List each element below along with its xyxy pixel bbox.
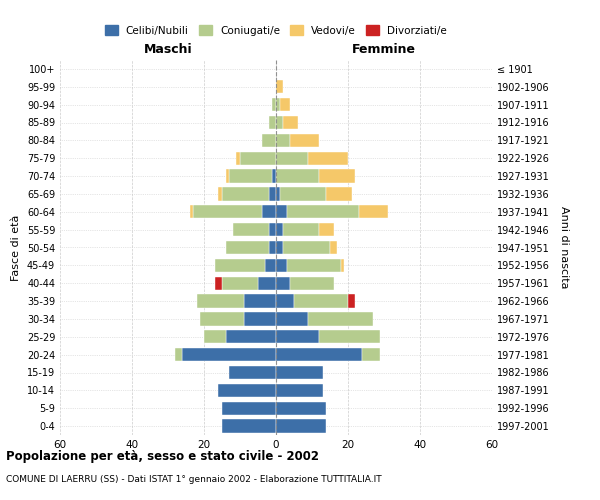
Bar (276, 80, 283, 94)
Bar (276, 98, 280, 112)
Bar (319, 330, 380, 344)
Bar (280, 187, 326, 200)
Bar (341, 258, 344, 272)
Bar (330, 241, 337, 254)
Bar (272, 170, 276, 183)
Bar (190, 205, 193, 218)
Bar (244, 312, 276, 326)
Bar (348, 294, 355, 308)
Bar (359, 205, 388, 218)
Bar (244, 294, 276, 308)
Bar (283, 241, 330, 254)
Bar (287, 205, 359, 218)
Bar (319, 170, 355, 183)
Bar (236, 152, 240, 165)
Bar (276, 241, 283, 254)
Bar (276, 205, 287, 218)
Bar (283, 116, 298, 129)
Bar (308, 312, 373, 326)
Bar (294, 294, 348, 308)
Bar (193, 205, 262, 218)
Bar (269, 187, 276, 200)
Bar (222, 276, 258, 290)
Bar (269, 241, 276, 254)
Bar (222, 402, 276, 415)
Text: Femmine: Femmine (352, 44, 416, 57)
Bar (326, 187, 352, 200)
Bar (276, 384, 323, 397)
Bar (276, 152, 308, 165)
Bar (276, 170, 319, 183)
Bar (262, 205, 276, 218)
Bar (276, 258, 287, 272)
Bar (226, 170, 229, 183)
Bar (229, 366, 276, 379)
Bar (215, 258, 265, 272)
Bar (222, 420, 276, 433)
Bar (308, 152, 348, 165)
Bar (222, 187, 269, 200)
Bar (258, 276, 276, 290)
Bar (226, 330, 276, 344)
Bar (276, 420, 326, 433)
Bar (276, 276, 290, 290)
Bar (272, 98, 276, 112)
Bar (262, 134, 276, 147)
Bar (175, 348, 182, 362)
Bar (287, 258, 341, 272)
Bar (276, 348, 362, 362)
Bar (218, 187, 222, 200)
Bar (204, 330, 226, 344)
Bar (215, 276, 222, 290)
Bar (233, 223, 269, 236)
Text: Popolazione per età, sesso e stato civile - 2002: Popolazione per età, sesso e stato civil… (6, 450, 319, 463)
Y-axis label: Fasce di età: Fasce di età (11, 214, 21, 280)
Bar (362, 348, 380, 362)
Bar (276, 402, 326, 415)
Bar (276, 312, 308, 326)
Bar (276, 223, 283, 236)
Bar (276, 187, 280, 200)
Bar (197, 294, 244, 308)
Bar (200, 312, 244, 326)
Bar (182, 348, 276, 362)
Bar (290, 134, 319, 147)
Bar (269, 223, 276, 236)
Bar (265, 258, 276, 272)
Bar (276, 366, 323, 379)
Y-axis label: Anni di nascita: Anni di nascita (559, 206, 569, 289)
Bar (276, 134, 290, 147)
Bar (319, 223, 334, 236)
Text: COMUNE DI LAERRU (SS) - Dati ISTAT 1° gennaio 2002 - Elaborazione TUTTITALIA.IT: COMUNE DI LAERRU (SS) - Dati ISTAT 1° ge… (6, 475, 382, 484)
Bar (240, 152, 276, 165)
Legend: Celibi/Nubili, Coniugati/e, Vedovi/e, Divorziati/e: Celibi/Nubili, Coniugati/e, Vedovi/e, Di… (101, 21, 451, 40)
Bar (276, 330, 319, 344)
Bar (280, 98, 290, 112)
Bar (283, 223, 319, 236)
Bar (229, 170, 272, 183)
Text: Maschi: Maschi (143, 44, 193, 57)
Bar (276, 294, 294, 308)
Bar (226, 241, 269, 254)
Bar (290, 276, 334, 290)
Bar (218, 384, 276, 397)
Bar (269, 116, 276, 129)
Bar (276, 116, 283, 129)
